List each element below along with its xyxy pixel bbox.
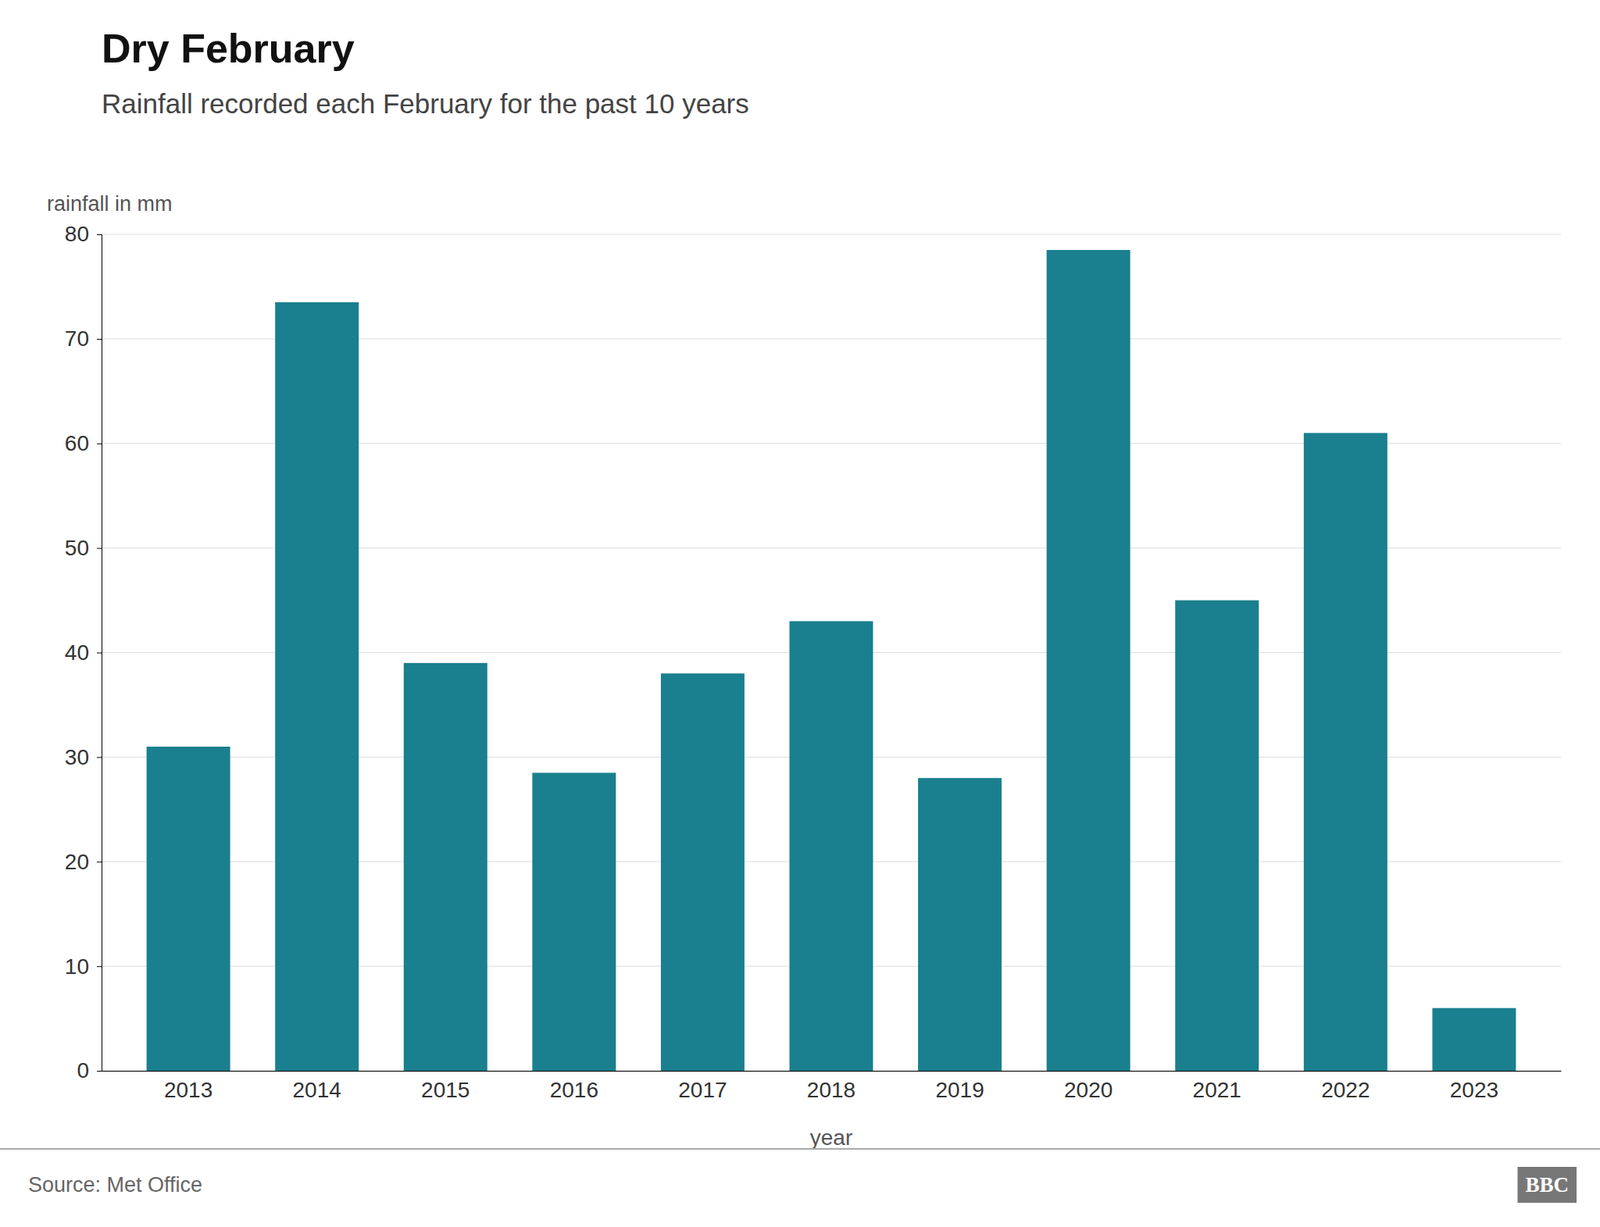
grid-line xyxy=(101,234,1561,236)
x-tick-label: 2015 xyxy=(421,1078,470,1103)
logo-text: BBC xyxy=(1525,1173,1569,1197)
logo-box xyxy=(1517,1167,1577,1204)
x-tick-label: 2016 xyxy=(550,1078,599,1103)
bar xyxy=(1303,432,1388,1072)
y-tick: 30 xyxy=(64,745,102,770)
y-tick-mark xyxy=(96,966,102,968)
bar xyxy=(1432,1008,1516,1072)
x-axis-title: year xyxy=(810,1125,853,1150)
y-tick-label: 30 xyxy=(64,745,90,770)
x-axis-line xyxy=(102,1071,1562,1072)
x-tick: 2023 xyxy=(1450,1078,1499,1103)
bar xyxy=(789,621,874,1072)
x-axis: 2013 2014 2015 2016 2017 2018 2019 2020 2021 2022… xyxy=(102,1071,1562,1103)
logo: BBC xyxy=(1517,1167,1577,1204)
x-tick: 2015 xyxy=(421,1078,470,1103)
y-tick-mark xyxy=(96,234,102,236)
x-tick-label: 2023 xyxy=(1450,1078,1499,1103)
x-tick-label: 2022 xyxy=(1321,1078,1370,1103)
y-axis-line xyxy=(96,235,103,1072)
y-tick: 80 xyxy=(64,221,102,247)
x-tick: 2021 xyxy=(1192,1078,1242,1103)
y-tick-label: 60 xyxy=(64,431,90,456)
x-tick: 2017 xyxy=(678,1078,727,1103)
y-tick-label: 10 xyxy=(64,954,90,979)
x-tick: 2019 xyxy=(935,1078,984,1103)
title: Dry February xyxy=(101,25,355,72)
y-tick-mark xyxy=(96,443,102,445)
y-axis: 0 10 20 30 40 50 60 70 80 xyxy=(64,221,103,1083)
y-tick-label: 70 xyxy=(64,326,90,351)
grid xyxy=(101,234,1561,1072)
y-tick: 20 xyxy=(64,850,102,875)
chart: Dry February Rainfall recorded each Febru… xyxy=(0,0,1600,1227)
y-tick-label: 0 xyxy=(76,1058,90,1083)
y-tick-mark xyxy=(96,653,102,654)
x-tick: 2016 xyxy=(550,1078,599,1103)
source: Source: Met Office xyxy=(28,1173,203,1197)
x-tick-label: 2019 xyxy=(935,1078,984,1103)
y-tick: 50 xyxy=(64,535,102,561)
subtitle: Rainfall recorded each February for the … xyxy=(101,88,750,119)
y-tick-mark xyxy=(96,1071,102,1072)
x-tick-label: 2021 xyxy=(1192,1078,1242,1103)
y-tick: 40 xyxy=(64,640,102,665)
y-tick-label: 20 xyxy=(64,850,90,875)
x-tick: 2014 xyxy=(292,1078,342,1103)
bar xyxy=(917,778,1002,1072)
x-tick: 2013 xyxy=(164,1078,213,1103)
x-tick: 2020 xyxy=(1064,1078,1113,1103)
y-tick-label: 40 xyxy=(64,640,90,665)
bar xyxy=(275,302,359,1072)
x-tick-label: 2013 xyxy=(164,1078,213,1103)
x-tick-label: 2014 xyxy=(292,1078,342,1103)
x-tick: 2018 xyxy=(807,1078,856,1103)
x-tick-label: 2020 xyxy=(1064,1078,1113,1103)
bar xyxy=(1046,250,1131,1072)
bar xyxy=(146,746,231,1072)
y-tick-label: 80 xyxy=(64,221,90,247)
y-tick: 0 xyxy=(76,1058,102,1083)
y-tick-mark xyxy=(96,861,102,863)
y-tick-label: 50 xyxy=(64,535,90,561)
bar xyxy=(403,663,488,1072)
y-axis-title: rainfall in mm xyxy=(46,192,173,216)
x-tick-label: 2018 xyxy=(807,1078,856,1103)
y-tick-mark xyxy=(96,339,102,340)
bar xyxy=(532,772,616,1072)
x-tick: 2022 xyxy=(1321,1078,1370,1103)
bars xyxy=(146,250,1517,1072)
x-tick-label: 2017 xyxy=(678,1078,727,1103)
y-tick-mark xyxy=(96,548,102,550)
bar xyxy=(1175,600,1259,1072)
y-tick-mark xyxy=(96,757,102,758)
separator xyxy=(0,1148,1600,1150)
bar xyxy=(660,673,745,1072)
y-tick: 10 xyxy=(64,954,102,979)
y-tick: 60 xyxy=(64,431,102,456)
plot: 0102030405060708020132014201520162017201… xyxy=(64,221,1562,1102)
y-tick: 70 xyxy=(64,326,102,351)
